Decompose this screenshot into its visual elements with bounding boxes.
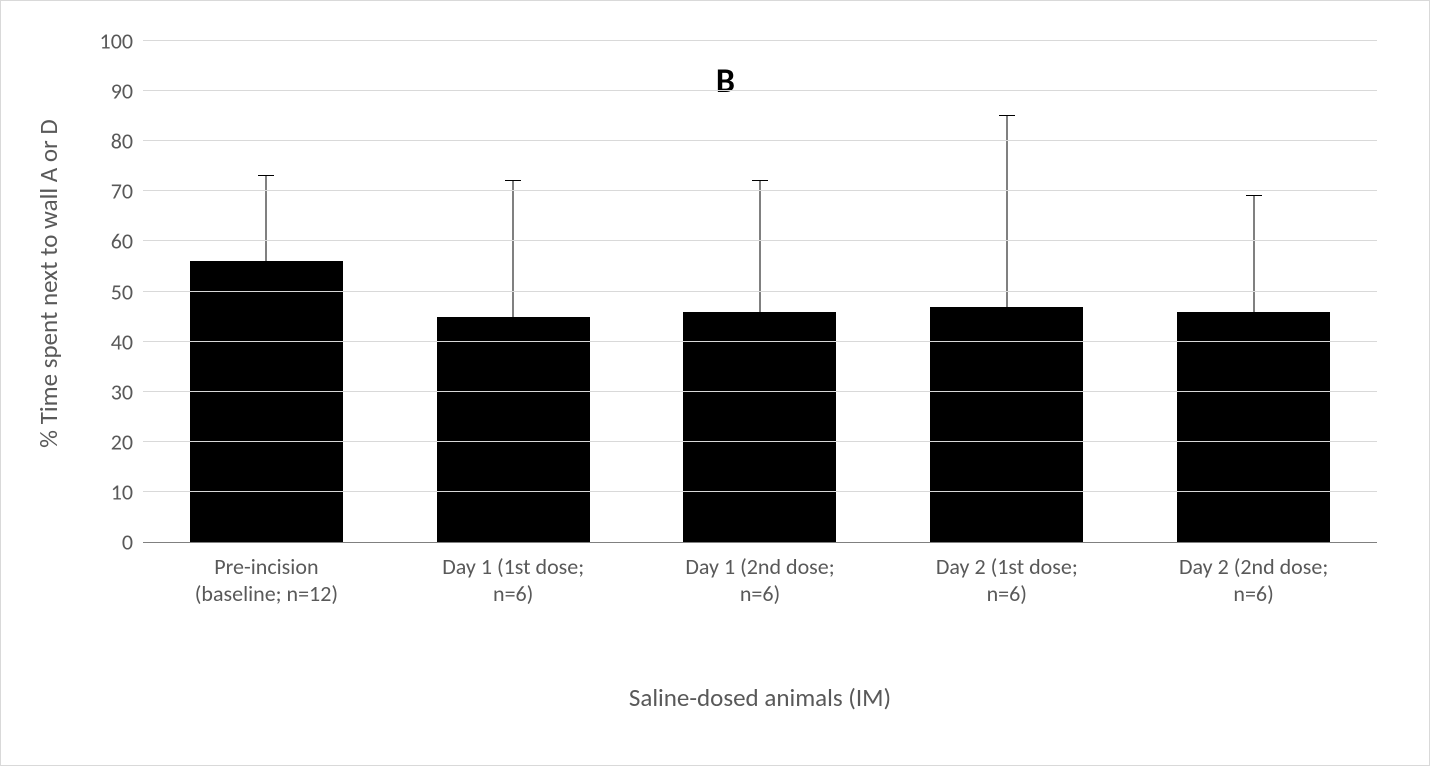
- bar-slot: [883, 41, 1130, 542]
- gridline: [143, 240, 1377, 241]
- x-tick-label-line2: n=6): [889, 580, 1124, 607]
- gridline: [143, 90, 1377, 91]
- gridline: [143, 341, 1377, 342]
- x-tick-label-line1: Day 1 (2nd dose;: [643, 553, 878, 580]
- bar: [190, 261, 343, 542]
- error-cap: [752, 180, 768, 181]
- gridline: [143, 491, 1377, 492]
- x-tick-label-line2: n=6): [643, 580, 878, 607]
- bar: [1177, 312, 1330, 542]
- gridline: [143, 291, 1377, 292]
- error-cap: [999, 115, 1015, 116]
- panel-label: B: [716, 61, 735, 102]
- bar-slot: [637, 41, 884, 542]
- bars-layer: [143, 41, 1377, 542]
- gridline: [143, 391, 1377, 392]
- error-cap: [258, 175, 274, 176]
- chart-inner: % Time spent next to wall A or D B 01020…: [23, 23, 1407, 743]
- error-cap: [505, 180, 521, 181]
- gridline: [143, 40, 1377, 41]
- x-tick-label-line2: n=6): [396, 580, 631, 607]
- bar-slot: [390, 41, 637, 542]
- y-tick-label: 0: [122, 529, 143, 556]
- bar-slot: [1130, 41, 1377, 542]
- y-tick-label: 50: [111, 278, 143, 305]
- y-tick-label: 90: [111, 78, 143, 105]
- x-tick-label: Day 1 (1st dose;n=6): [390, 553, 637, 607]
- x-axis-title: Saline-dosed animals (IM): [143, 682, 1377, 713]
- gridline: [143, 190, 1377, 191]
- y-tick-label: 30: [111, 378, 143, 405]
- error-bar: [266, 176, 267, 261]
- gridline: [143, 441, 1377, 442]
- y-tick-label: 60: [111, 228, 143, 255]
- error-bar: [1006, 116, 1007, 306]
- bar: [437, 317, 590, 542]
- x-tick-label-line1: Day 1 (1st dose;: [396, 553, 631, 580]
- x-tick-label-line1: Day 2 (1st dose;: [889, 553, 1124, 580]
- chart-panel: % Time spent next to wall A or D B 01020…: [0, 0, 1430, 766]
- y-axis-title-wrap: % Time spent next to wall A or D: [23, 23, 73, 543]
- x-tick-label-line2: n=6): [1136, 580, 1371, 607]
- x-tick-label-line1: Day 2 (2nd dose;: [1136, 553, 1371, 580]
- bar-slot: [143, 41, 390, 542]
- y-tick-label: 80: [111, 128, 143, 155]
- y-tick-label: 20: [111, 428, 143, 455]
- bar: [930, 307, 1083, 542]
- gridline: [143, 140, 1377, 141]
- error-bar: [1253, 196, 1254, 311]
- gridline: [143, 541, 1377, 542]
- y-tick-label: 10: [111, 478, 143, 505]
- bar: [683, 312, 836, 542]
- x-tick-label-line1: Pre-incision: [149, 553, 384, 580]
- error-bar: [759, 181, 760, 311]
- x-tick-label-line2: (baseline; n=12): [149, 580, 384, 607]
- y-tick-label: 70: [111, 178, 143, 205]
- x-tick-label: Day 1 (2nd dose;n=6): [637, 553, 884, 607]
- x-tick-label: Day 2 (2nd dose;n=6): [1130, 553, 1377, 607]
- y-axis-title: % Time spent next to wall A or D: [33, 119, 64, 448]
- error-bar: [513, 181, 514, 316]
- x-tick-label: Pre-incision(baseline; n=12): [143, 553, 390, 607]
- error-cap: [1246, 195, 1262, 196]
- x-axis-labels: Pre-incision(baseline; n=12)Day 1 (1st d…: [143, 553, 1377, 607]
- plot-area: B 0102030405060708090100: [143, 41, 1377, 543]
- x-tick-label: Day 2 (1st dose;n=6): [883, 553, 1130, 607]
- y-tick-label: 100: [100, 28, 143, 55]
- y-tick-label: 40: [111, 328, 143, 355]
